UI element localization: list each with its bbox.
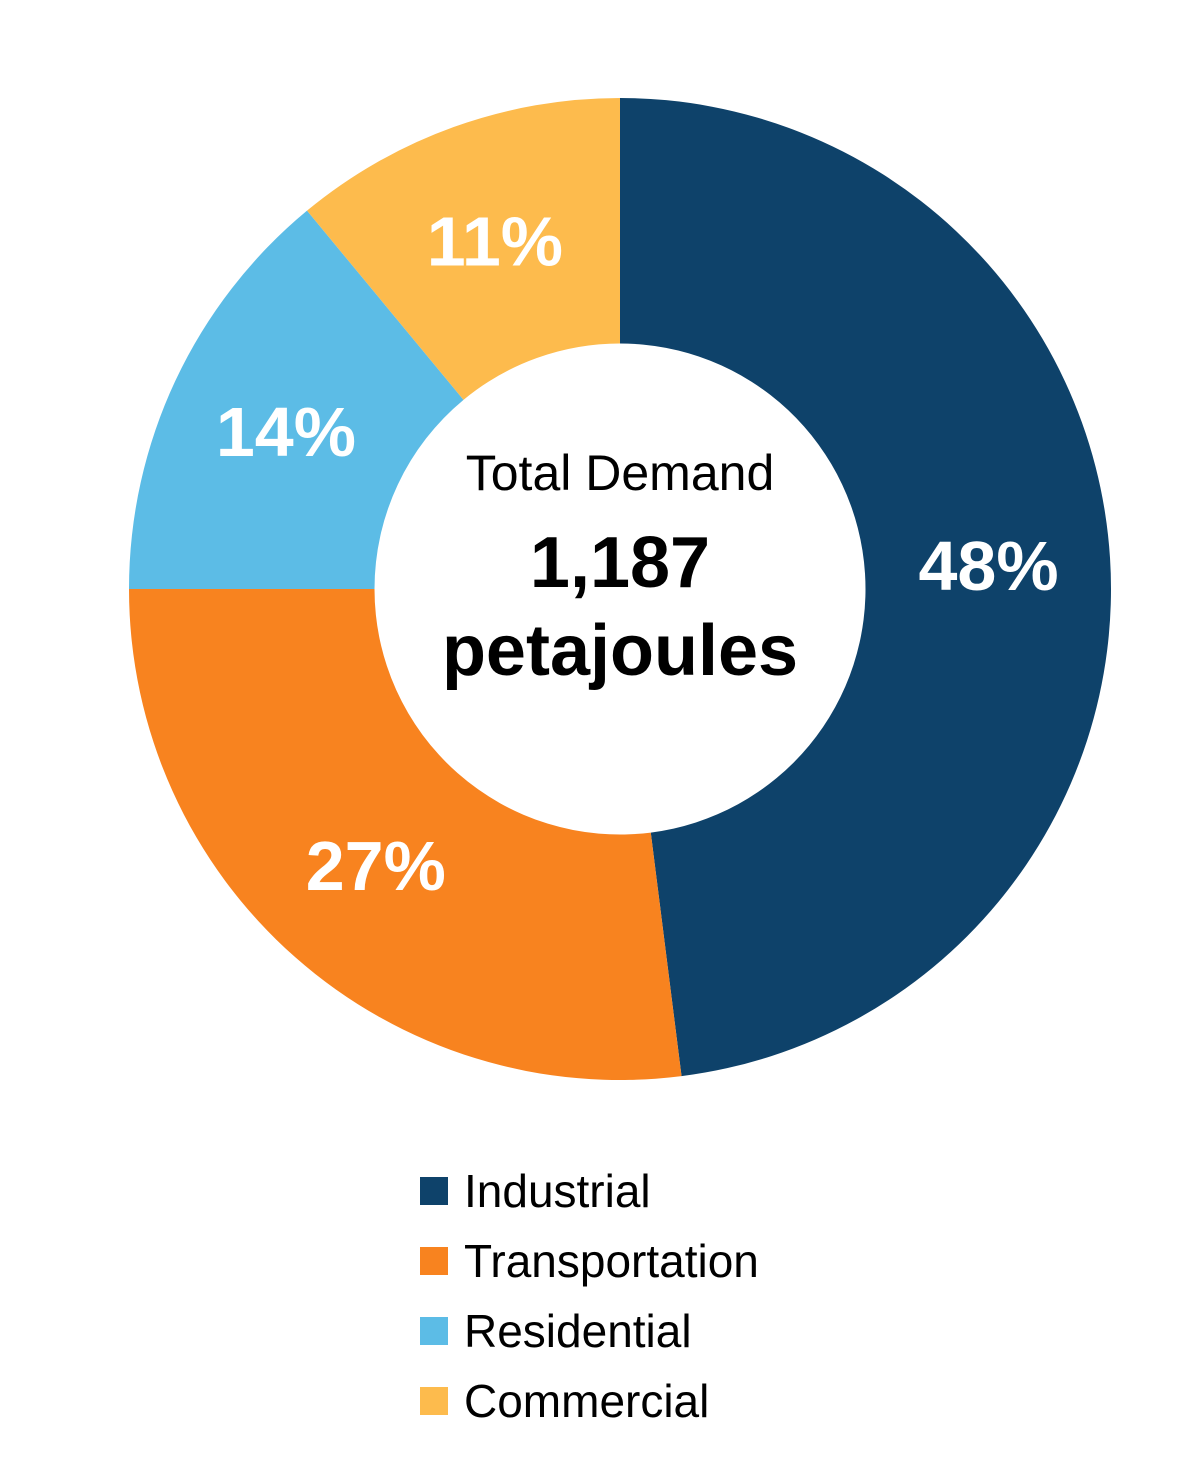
legend-item-commercial: Commercial	[420, 1372, 759, 1430]
slice-residential	[129, 210, 464, 590]
legend-item-industrial: Industrial	[420, 1162, 759, 1220]
center-value: 1,187	[529, 523, 711, 603]
center-unit: petajoules	[441, 610, 799, 691]
chart-legend: Industrial Transportation Residential Comme…	[420, 1162, 759, 1430]
legend-item-transportation: Transportation	[420, 1232, 759, 1290]
legend-label-industrial: Industrial	[464, 1165, 651, 1217]
donut-center-label: Total Demand 1,187 petajoules	[320, 448, 920, 696]
legend-swatch-residential	[420, 1317, 448, 1345]
legend-swatch-commercial	[420, 1387, 448, 1415]
legend-swatch-industrial	[420, 1177, 448, 1205]
slice-transportation	[129, 589, 682, 1080]
center-title: Total Demand	[465, 445, 775, 501]
legend-label-residential: Residential	[464, 1305, 692, 1357]
data-label-industrial: 48%	[918, 527, 1058, 605]
slice-industrial	[620, 98, 1112, 1077]
legend-item-residential: Residential	[420, 1302, 759, 1360]
legend-label-commercial: Commercial	[464, 1375, 710, 1427]
donut-chart: 48% 27% 14% 11%	[129, 98, 1112, 1080]
data-label-commercial: 11%	[427, 203, 563, 281]
slice-commercial	[307, 98, 620, 400]
data-label-residential: 14%	[216, 393, 356, 471]
legend-swatch-transportation	[420, 1247, 448, 1275]
legend-label-transportation: Transportation	[464, 1235, 759, 1287]
data-label-transportation: 27%	[306, 827, 446, 905]
